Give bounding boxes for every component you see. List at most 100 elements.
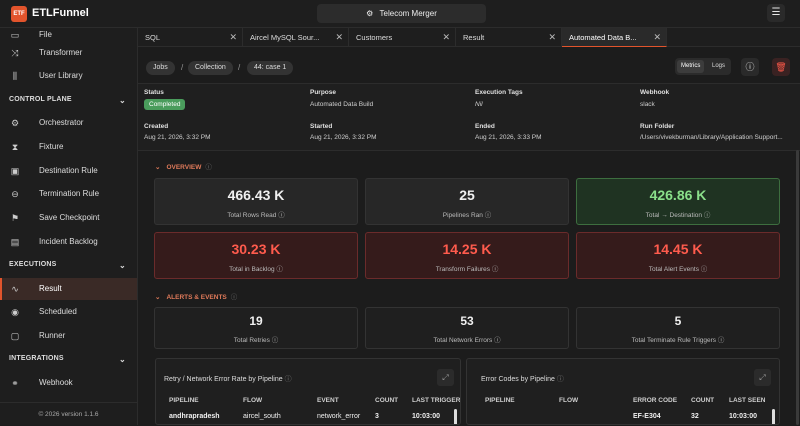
runner-icon: ▢ bbox=[10, 331, 20, 341]
column-header[interactable]: PIPELINE bbox=[485, 397, 515, 404]
metric-label-text: Pipelines Ran bbox=[442, 212, 483, 219]
execution-meta: Status Completed Purpose Automated Data … bbox=[138, 83, 800, 151]
breadcrumb-collection[interactable]: Collection bbox=[188, 61, 233, 75]
panel-title-text: Error Codes by Pipeline bbox=[481, 376, 555, 383]
metric-label: Total Rows Read ⓘ bbox=[155, 209, 357, 219]
breadcrumb-current: 44: case 1 bbox=[247, 61, 294, 75]
trash-icon[interactable]: 🗑 bbox=[772, 58, 790, 76]
metric-label-text: Total Rows Read bbox=[227, 212, 277, 219]
sidebar-item-save-checkpoint[interactable]: ⚑ Save Checkpoint bbox=[0, 207, 137, 229]
sidebar-item-user-library[interactable]: ⫼ User Library bbox=[0, 65, 137, 87]
tab-sql[interactable]: SQL ✕ bbox=[138, 28, 243, 47]
overview-header[interactable]: ⌄ OVERVIEW ⓘ bbox=[155, 161, 212, 171]
expand-icon[interactable]: ⤢ bbox=[437, 369, 454, 386]
sidebar-item-label: Scheduled bbox=[39, 307, 77, 316]
column-header[interactable]: PIPELINE bbox=[169, 397, 199, 404]
column-header[interactable]: EVENT bbox=[317, 397, 339, 404]
table-cell: 10:03:00 bbox=[729, 413, 758, 420]
info-icon[interactable]: ⓘ bbox=[741, 58, 759, 76]
hamburger-menu-icon[interactable]: ☰ bbox=[767, 4, 785, 22]
breadcrumb: Jobs / Collection / 44: case 1 bbox=[138, 55, 800, 82]
app-logo: ETF bbox=[11, 6, 27, 22]
tab-customers[interactable]: Customers ✕ bbox=[349, 28, 456, 47]
alert-value: 5 bbox=[674, 314, 682, 328]
table-cell: network_error bbox=[317, 413, 361, 420]
alert-label-text: Total Retries bbox=[233, 337, 270, 344]
help-icon: ⓘ bbox=[230, 294, 238, 301]
metric-label-text: Total Alert Events bbox=[648, 266, 699, 273]
alert-label: Total Network Errors ⓘ bbox=[366, 334, 568, 344]
main-scrollbar[interactable] bbox=[796, 150, 799, 425]
metric-label-text: Transform Failures bbox=[435, 266, 490, 273]
sidebar-item-orchestrator[interactable]: ⚙ Orchestrator bbox=[0, 112, 137, 134]
table-cell: aircel_south bbox=[243, 413, 281, 420]
breadcrumb-separator: / bbox=[181, 63, 184, 72]
close-icon[interactable]: ✕ bbox=[442, 32, 450, 42]
section-header-executions[interactable]: EXECUTIONS ⌄ bbox=[9, 261, 126, 270]
destination-icon: ▣ bbox=[10, 166, 20, 176]
tab-label: Aircel MySQL Sour... bbox=[250, 33, 320, 42]
sidebar-item-runner[interactable]: ▢ Runner bbox=[0, 325, 137, 347]
tab-aircel-mysql[interactable]: Aircel MySQL Sour... ✕ bbox=[243, 28, 349, 47]
webhook-icon: ⚭ bbox=[11, 378, 19, 388]
column-header[interactable]: COUNT bbox=[375, 397, 399, 404]
sidebar-item-result[interactable]: ∿ Result bbox=[0, 278, 137, 300]
close-icon[interactable]: ✕ bbox=[229, 32, 237, 42]
alerts-events-header[interactable]: ⌄ ALERTS & EVENTS ⓘ bbox=[155, 291, 237, 301]
purpose-value: Automated Data Build bbox=[310, 101, 374, 108]
sidebar-item-webhook[interactable]: ⚭ Webhook bbox=[0, 372, 137, 394]
panel-title: Retry / Network Error Rate by Pipeline ⓘ bbox=[164, 374, 292, 384]
section-header-integrations[interactable]: INTEGRATIONS ⌄ bbox=[9, 355, 126, 364]
close-icon[interactable]: ✕ bbox=[548, 32, 556, 42]
help-icon: ⓘ bbox=[494, 337, 501, 344]
purpose-label: Purpose bbox=[310, 89, 337, 96]
column-header[interactable]: COUNT bbox=[691, 397, 715, 404]
sidebar-item-destination-rule[interactable]: ▣ Destination Rule bbox=[0, 160, 137, 182]
activity-icon: ∿ bbox=[11, 284, 19, 294]
expand-icon[interactable]: ⤢ bbox=[754, 369, 771, 386]
column-header[interactable]: LAST TRIGGER bbox=[412, 397, 461, 404]
tab-label: Automated Data B... bbox=[569, 33, 637, 42]
signpost-icon: ⚑ bbox=[10, 213, 20, 223]
table-cell: andhrapradesh bbox=[169, 413, 220, 420]
alert-card: 53 Total Network Errors ⓘ bbox=[365, 307, 569, 349]
sidebar-item-label: Transformer bbox=[39, 48, 83, 57]
tab-bar: SQL ✕ Aircel MySQL Sour... ✕ Customers ✕… bbox=[138, 28, 800, 47]
sidebar-item-termination-rule[interactable]: ⊖ Termination Rule bbox=[0, 183, 137, 205]
section-header-control-plane[interactable]: CONTROL PLANE ⌄ bbox=[9, 96, 126, 105]
column-header[interactable]: ERROR CODE bbox=[633, 397, 678, 404]
metric-value: 30.23 K bbox=[231, 241, 281, 257]
sidebar-item-incident-backlog[interactable]: ▤ Incident Backlog bbox=[0, 231, 137, 253]
sidebar: ▭ File ⤨ Transformer ⫼ User Library CONT… bbox=[0, 28, 138, 425]
help-icon: ⓘ bbox=[717, 337, 725, 344]
sidebar-item-transformer[interactable]: ⤨ Transformer bbox=[0, 42, 137, 64]
metric-value: 14.25 K bbox=[442, 241, 492, 257]
column-header[interactable]: LAST SEEN bbox=[729, 397, 766, 404]
run-folder-label: Run Folder bbox=[640, 123, 675, 130]
metric-label: Total → Destination ⓘ bbox=[577, 209, 779, 219]
tab-automated-data-build[interactable]: Automated Data B... ✕ bbox=[562, 28, 667, 47]
alert-label-text: Total Terminate Rule Triggers bbox=[631, 337, 717, 344]
breadcrumb-jobs[interactable]: Jobs bbox=[146, 61, 175, 75]
table-scrollbar[interactable] bbox=[454, 409, 457, 424]
status-label: Status bbox=[144, 89, 164, 96]
sidebar-item-fixture[interactable]: ⧗ Fixture bbox=[0, 136, 137, 158]
table-scrollbar[interactable] bbox=[772, 409, 775, 424]
column-header[interactable]: FLOW bbox=[243, 397, 263, 404]
help-icon: ⓘ bbox=[700, 266, 708, 273]
column-header[interactable]: FLOW bbox=[559, 397, 579, 404]
metric-card: 14.45 K Total Alert Events ⓘ bbox=[576, 232, 780, 279]
sidebar-item-file[interactable]: ▭ File bbox=[0, 24, 137, 46]
view-toggle: Metrics Logs bbox=[675, 58, 731, 75]
logs-toggle[interactable]: Logs bbox=[712, 63, 726, 69]
project-selector[interactable]: ⚙ Telecom Merger bbox=[317, 4, 486, 23]
sidebar-item-label: File bbox=[39, 30, 52, 39]
tab-result[interactable]: Result ✕ bbox=[456, 28, 562, 47]
close-icon[interactable]: ✕ bbox=[653, 32, 661, 42]
metric-value: 426.86 K bbox=[649, 187, 707, 203]
error-codes-panel: Error Codes by Pipeline ⓘ ⤢ PIPELINE FLO… bbox=[466, 358, 780, 425]
sidebar-item-scheduled[interactable]: ◉ Scheduled bbox=[0, 301, 137, 323]
sidebar-item-label: Termination Rule bbox=[39, 189, 100, 198]
close-icon[interactable]: ✕ bbox=[335, 32, 343, 42]
metrics-toggle[interactable]: Metrics bbox=[677, 60, 705, 73]
